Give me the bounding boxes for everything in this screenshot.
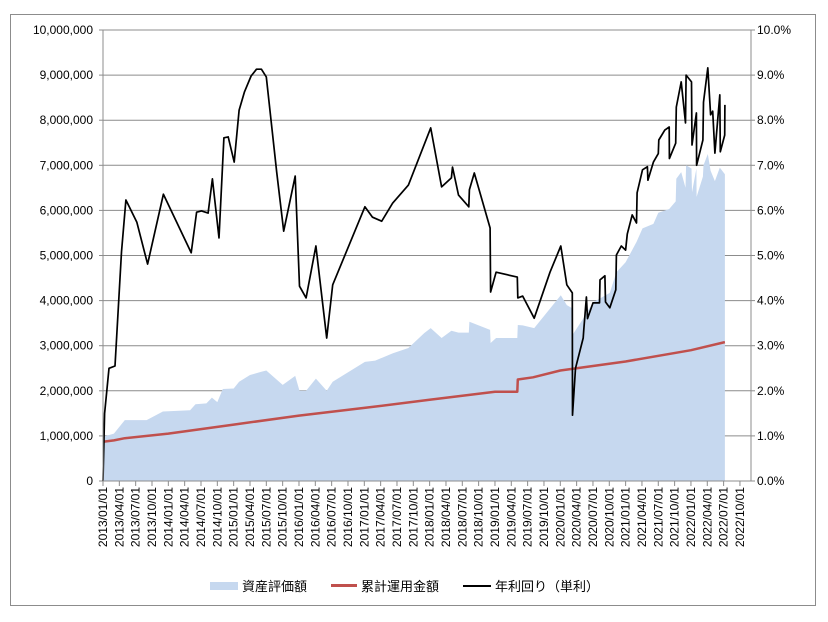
x-tick-label: 2021/04/01	[635, 487, 649, 547]
series-line-annual-yield	[102, 67, 726, 482]
series-area-asset-value	[103, 154, 725, 481]
y-left-tick-label: 10,000,000	[33, 23, 93, 37]
x-tick-label: 2014/07/01	[194, 487, 208, 547]
y-left-tick-label: 4,000,000	[40, 294, 94, 308]
x-tick-label: 2018/01/01	[423, 487, 437, 547]
y-right-tick-label: 4.0%	[757, 294, 785, 308]
x-tick-label: 2013/01/01	[96, 487, 110, 547]
y-right-tick-label: 1.0%	[757, 429, 785, 443]
y-left-tick-label: 1,000,000	[40, 429, 94, 443]
x-tick-label: 2015/04/01	[243, 487, 257, 547]
y-left-tick-label: 3,000,000	[40, 339, 94, 353]
x-tick-label: 2016/04/01	[308, 487, 322, 547]
x-tick-label: 2014/04/01	[178, 487, 192, 547]
legend-item-yield: 年利回り（単利）	[463, 576, 599, 595]
x-tick-label: 2022/07/01	[717, 487, 731, 547]
x-tick-label: 2015/10/01	[276, 487, 290, 547]
x-tick-label: 2014/10/01	[210, 487, 224, 547]
x-tick-label: 2017/10/01	[406, 487, 420, 547]
x-tick-label: 2013/04/01	[112, 487, 126, 547]
legend: 資産評価額 累計運用金額 年利回り（単利）	[210, 576, 599, 595]
y-left-tick-label: 6,000,000	[40, 203, 94, 217]
y-left-tick-label: 7,000,000	[40, 158, 94, 172]
x-tick-label: 2022/04/01	[700, 487, 714, 547]
x-tick-label: 2014/01/01	[161, 487, 175, 547]
y-right-tick-label: 5.0%	[757, 249, 785, 263]
y-left-tick-label: 2,000,000	[40, 384, 94, 398]
x-tick-label: 2019/07/01	[521, 487, 535, 547]
x-tick-label: 2017/07/01	[390, 487, 404, 547]
x-tick-label: 2019/10/01	[537, 487, 551, 547]
y-left-tick-label: 9,000,000	[40, 68, 94, 82]
y-right-tick-label: 3.0%	[757, 339, 785, 353]
x-tick-label: 2017/04/01	[374, 487, 388, 547]
legend-label-yield: 年利回り（単利）	[495, 579, 600, 594]
y-left-tick-label: 8,000,000	[40, 113, 94, 127]
legend-item-asset: 資産評価額	[210, 576, 307, 595]
x-tick-label: 2016/01/01	[292, 487, 306, 547]
x-tick-label: 2022/01/01	[684, 487, 698, 547]
y-left-tick-label: 5,000,000	[40, 249, 94, 263]
x-tick-label: 2016/10/01	[341, 487, 355, 547]
legend-label-asset: 資産評価額	[242, 579, 308, 594]
y-right-tick-label: 0.0%	[757, 474, 785, 488]
x-tick-label: 2019/01/01	[488, 487, 502, 547]
x-tick-label: 2022/10/01	[733, 487, 747, 547]
y-right-tick-label: 9.0%	[757, 68, 785, 82]
x-tick-label: 2018/07/01	[455, 487, 469, 547]
legend-swatch-yield	[463, 584, 492, 587]
x-tick-label: 2019/04/01	[504, 487, 518, 547]
x-tick-label: 2016/07/01	[325, 487, 339, 547]
x-tick-label: 2021/07/01	[651, 487, 665, 547]
y-right-tick-label: 7.0%	[757, 158, 785, 172]
x-tick-label: 2013/07/01	[129, 487, 143, 547]
y-right-tick-label: 2.0%	[757, 384, 785, 398]
legend-item-invested: 累計運用金額	[331, 576, 439, 595]
y-left-tick-label: 0	[86, 474, 93, 488]
x-tick-label: 2020/04/01	[570, 487, 584, 547]
x-tick-label: 2021/01/01	[619, 487, 633, 547]
x-tick-label: 2015/01/01	[227, 487, 241, 547]
legend-swatch-asset	[210, 581, 238, 590]
chart-frame	[10, 14, 816, 606]
x-tick-label: 2020/07/01	[586, 487, 600, 547]
x-tick-label: 2018/10/01	[472, 487, 486, 547]
x-tick-label: 2018/04/01	[439, 487, 453, 547]
x-tick-label: 2020/10/01	[602, 487, 616, 547]
x-tick-label: 2013/10/01	[145, 487, 159, 547]
y-right-tick-label: 8.0%	[757, 113, 785, 127]
legend-label-invested: 累計運用金額	[361, 579, 440, 594]
x-tick-label: 2020/01/01	[553, 487, 567, 547]
y-right-tick-label: 6.0%	[757, 203, 785, 217]
x-tick-label: 2021/10/01	[668, 487, 682, 547]
legend-swatch-invested	[331, 584, 358, 587]
x-tick-label: 2017/01/01	[357, 487, 371, 547]
x-tick-label: 2015/07/01	[259, 487, 273, 547]
y-right-tick-label: 10.0%	[757, 23, 791, 37]
series-line-invested	[102, 340, 726, 444]
